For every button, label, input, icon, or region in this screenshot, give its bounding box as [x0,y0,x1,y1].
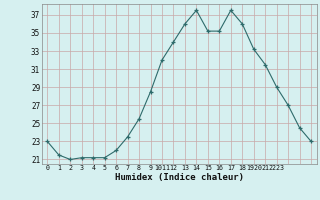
X-axis label: Humidex (Indice chaleur): Humidex (Indice chaleur) [115,173,244,182]
